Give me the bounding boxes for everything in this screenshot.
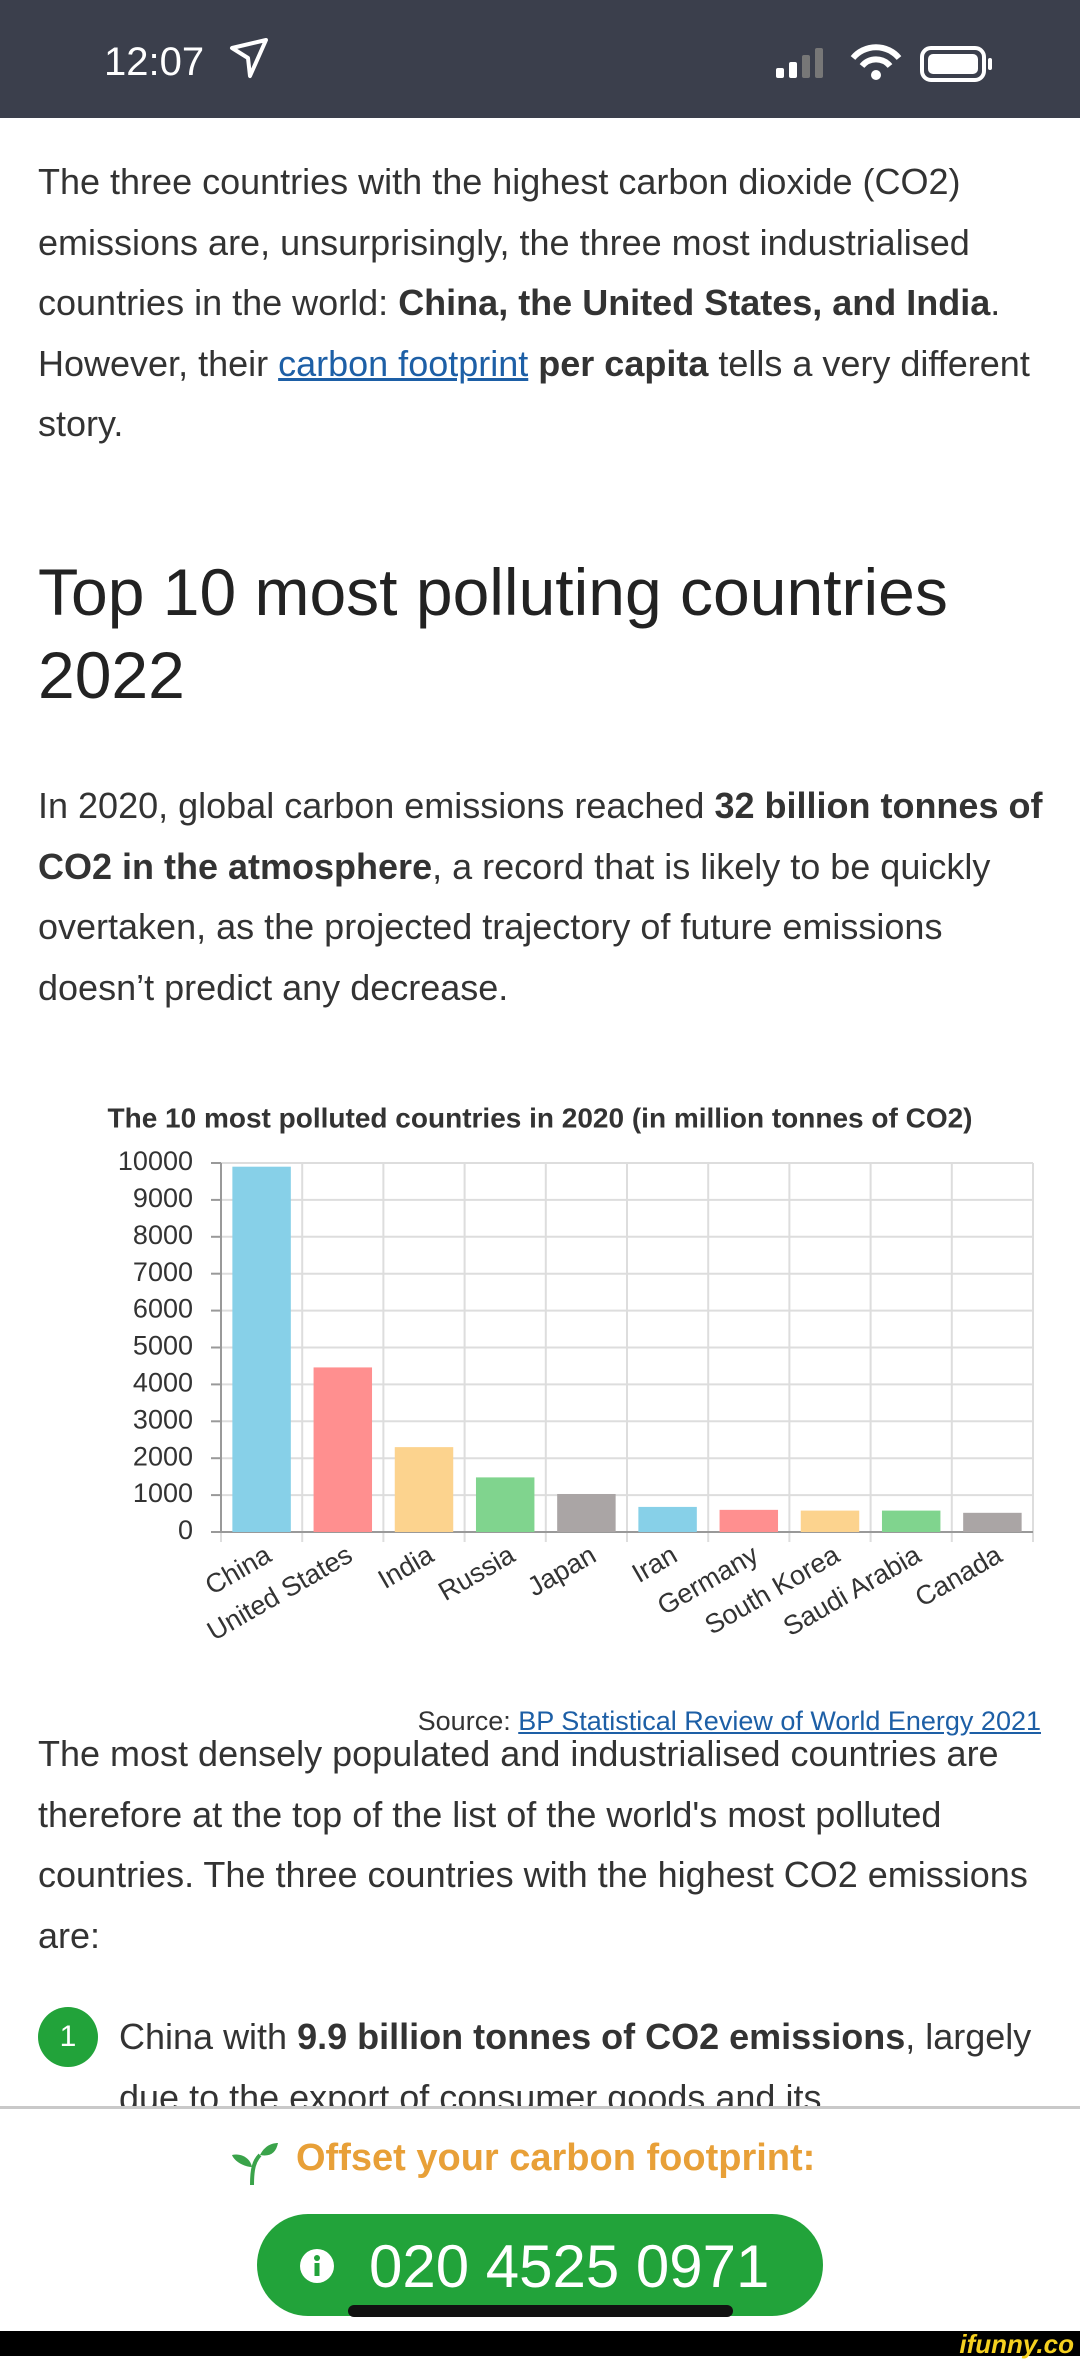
x-tick-label: Russia: [433, 1539, 520, 1607]
footer-bar: Offset your carbon footprint: 020 4525 0…: [0, 2106, 1080, 2334]
heading: Top 10 most polluting countries 2022: [38, 555, 948, 712]
link[interactable]: carbon footprint: [278, 342, 529, 384]
call-button[interactable]: 020 4525 0971: [257, 2214, 823, 2316]
watermark: ifunny.co: [959, 2329, 1074, 2359]
x-tick-label: Japan: [522, 1539, 601, 1602]
info-icon: [300, 2249, 334, 2283]
watermark-bar: ifunny.co: [0, 2329, 1080, 2359]
text: tells a very different story.: [38, 342, 1030, 445]
source: Source: BP Statistical Review of World E…: [418, 1706, 1041, 1737]
paragraph: In 2020, global carbon emissions reached…: [38, 776, 1048, 1018]
text: The three countries with the highest car…: [38, 161, 970, 323]
bar: [475, 1477, 535, 1532]
y-tick-label: 5000: [133, 1331, 193, 1361]
bar: [232, 1166, 291, 1532]
offer-text: Offset your carbon footprint:: [296, 2137, 816, 2179]
bold-text: 9.9 billion tonnes of CO2 emissions: [297, 2016, 906, 2057]
intro-paragraph: The three countries with the highest car…: [38, 152, 1048, 455]
chart: The 10 most polluted countries in 2020 (…: [108, 1102, 1034, 1646]
bar: [800, 1510, 860, 1532]
y-tick-label: 1000: [133, 1478, 193, 1508]
status-time: 12:07: [104, 40, 205, 84]
bar: [881, 1510, 941, 1532]
y-tick-label: 3000: [133, 1404, 193, 1434]
y-tick-label: 0: [178, 1515, 193, 1545]
y-tick-label: 4000: [133, 1368, 193, 1398]
home-indicator: [348, 2305, 733, 2317]
x-tick-label: Iran: [627, 1539, 682, 1588]
bold-text: per capita: [528, 342, 709, 384]
source-label: Source:: [417, 1706, 511, 1736]
y-tick-label: 9000: [133, 1183, 193, 1213]
y-tick-label: 10000: [118, 1146, 193, 1176]
bold-text: China, the United States, and India: [398, 282, 991, 323]
text: In 2020, global carbon emissions reached: [38, 785, 715, 826]
text: , a record that is likely to be quickly …: [38, 845, 991, 1008]
text: . However, their: [38, 282, 1001, 384]
bar: [557, 1493, 616, 1532]
bold-text: 32 billion tonnes of CO2 in the atmosphe…: [38, 785, 1043, 887]
bar: [394, 1447, 454, 1532]
sprout-icon: [232, 2143, 278, 2186]
source-link[interactable]: BP Statistical Review of World Energy 20…: [518, 1706, 1041, 1736]
x-tick-label: India: [373, 1539, 440, 1595]
paragraph: The most densely populated and industria…: [38, 1733, 1028, 1956]
bar: [719, 1509, 779, 1532]
y-tick-label: 6000: [133, 1294, 193, 1324]
text: China with: [119, 2016, 298, 2057]
bar: [963, 1512, 1022, 1532]
phone-number[interactable]: 020 4525 0971: [369, 2233, 770, 2300]
list-number: 1: [38, 2007, 98, 2067]
y-tick-label: 8000: [133, 1220, 193, 1250]
bar: [313, 1367, 373, 1532]
bar: [638, 1506, 697, 1532]
chart-title: The 10 most polluted countries in 2020 (…: [108, 1102, 973, 1133]
x-tick-label: Canada: [910, 1539, 1008, 1613]
status-bar: 12:07: [0, 0, 1080, 118]
y-tick-label: 2000: [133, 1441, 193, 1471]
y-tick-label: 7000: [133, 1257, 193, 1287]
status-icons: [230, 38, 992, 82]
